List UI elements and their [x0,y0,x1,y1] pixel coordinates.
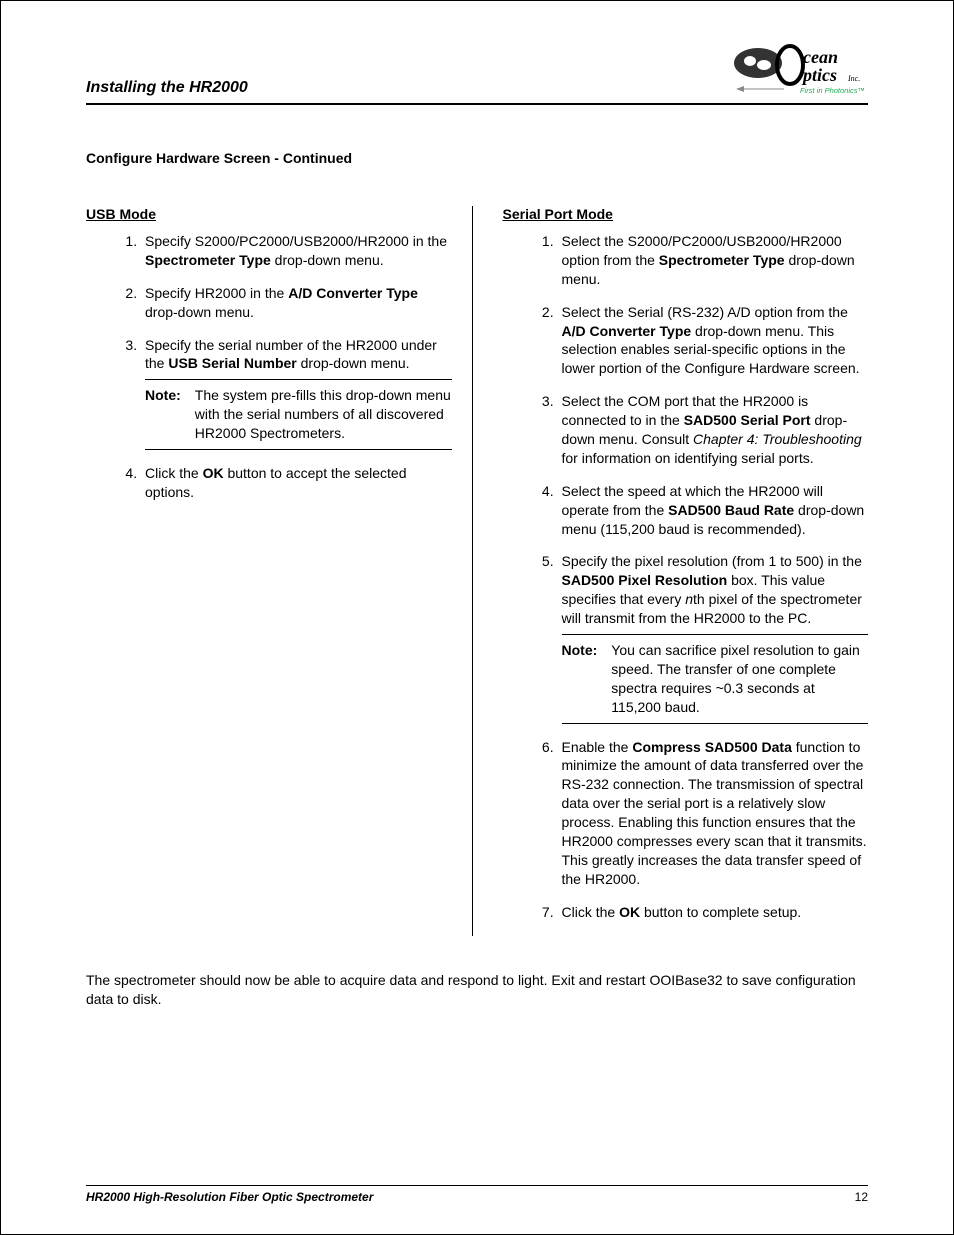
usb-note-box: Note: The system pre-fills this drop-dow… [145,379,452,450]
list-item: Select the speed at which the HR2000 wil… [558,482,869,539]
header-title: Installing the HR2000 [86,79,248,101]
list-item: Click the OK button to accept the select… [141,464,452,502]
list-item: Click the OK button to complete setup. [558,903,869,922]
content-inner: Installing the HR2000 cean ptics Inc. Fi… [36,41,918,1008]
logo-line2: ptics [801,65,837,85]
usb-mode-column: USB Mode Specify S2000/PC2000/USB2000/HR… [86,206,473,936]
brand-logo: cean ptics Inc. First in Photonics™ [728,41,868,101]
list-item: Select the S2000/PC2000/USB2000/HR2000 o… [558,232,869,289]
two-columns: USB Mode Specify S2000/PC2000/USB2000/HR… [86,206,868,936]
list-item: Specify S2000/PC2000/USB2000/HR2000 in t… [141,232,452,270]
page-number: 12 [855,1190,868,1204]
page-footer: HR2000 High-Resolution Fiber Optic Spect… [86,1185,868,1204]
usb-steps-list: Specify S2000/PC2000/USB2000/HR2000 in t… [86,232,452,502]
logo-line1: cean [803,47,838,67]
list-item: Select the COM port that the HR2000 is c… [558,392,869,468]
serial-mode-title: Serial Port Mode [503,206,869,222]
logo-tagline: First in Photonics™ [800,86,865,95]
note-label: Note: [145,386,181,443]
closing-paragraph: The spectrometer should now be able to a… [86,971,868,1009]
usb-mode-title: USB Mode [86,206,452,222]
logo-suffix: Inc. [847,74,860,83]
page: Installing the HR2000 cean ptics Inc. Fi… [0,0,954,1235]
footer-title: HR2000 High-Resolution Fiber Optic Spect… [86,1190,373,1204]
serial-note-box: Note: You can sacrifice pixel resolution… [562,634,869,724]
list-item: Specify HR2000 in the A/D Converter Type… [141,284,452,322]
serial-mode-column: Serial Port Mode Select the S2000/PC2000… [503,206,869,936]
note-label: Note: [562,641,598,717]
note-text: The system pre-fills this drop-down menu… [195,386,452,443]
serial-steps-list: Select the S2000/PC2000/USB2000/HR2000 o… [503,232,869,922]
list-item: Specify the serial number of the HR2000 … [141,336,452,450]
list-item: Specify the pixel resolution (from 1 to … [558,552,869,723]
note-text: You can sacrifice pixel resolution to ga… [611,641,868,717]
page-header: Installing the HR2000 cean ptics Inc. Fi… [86,41,868,105]
list-item: Enable the Compress SAD500 Data function… [558,738,869,889]
list-item: Select the Serial (RS-232) A/D option fr… [558,303,869,379]
section-title: Configure Hardware Screen - Continued [86,150,868,166]
